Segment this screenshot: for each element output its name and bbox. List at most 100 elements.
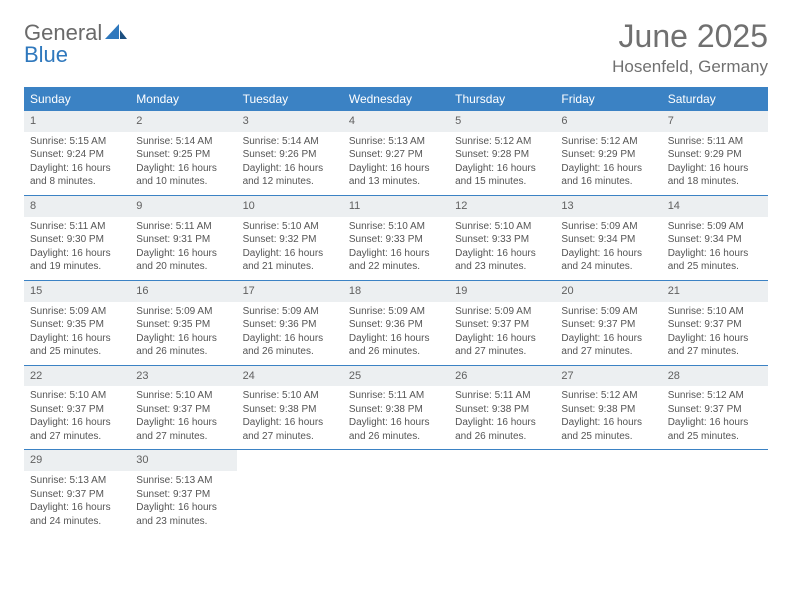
- sunrise-text: Sunrise: 5:09 AM: [668, 220, 762, 234]
- sunrise-text: Sunrise: 5:09 AM: [561, 305, 655, 319]
- day-cell: 8Sunrise: 5:11 AMSunset: 9:30 PMDaylight…: [24, 196, 130, 280]
- day-number: 6: [555, 111, 661, 132]
- day-number: 25: [343, 366, 449, 387]
- sunrise-text: Sunrise: 5:09 AM: [561, 220, 655, 234]
- daylight-text: and 25 minutes.: [668, 430, 762, 444]
- day-number: 28: [662, 366, 768, 387]
- sunrise-text: Sunrise: 5:14 AM: [136, 135, 230, 149]
- sunrise-text: Sunrise: 5:12 AM: [668, 389, 762, 403]
- daylight-text: Daylight: 16 hours: [243, 416, 337, 430]
- weekday-header: Wednesday: [343, 87, 449, 111]
- sunrise-text: Sunrise: 5:10 AM: [243, 220, 337, 234]
- daylight-text: Daylight: 16 hours: [455, 162, 549, 176]
- sunset-text: Sunset: 9:36 PM: [243, 318, 337, 332]
- day-cell: 5Sunrise: 5:12 AMSunset: 9:28 PMDaylight…: [449, 111, 555, 195]
- brand-text: General Blue: [24, 22, 127, 66]
- sunrise-text: Sunrise: 5:14 AM: [243, 135, 337, 149]
- sunset-text: Sunset: 9:37 PM: [30, 403, 124, 417]
- daylight-text: Daylight: 16 hours: [136, 247, 230, 261]
- sunrise-text: Sunrise: 5:12 AM: [561, 135, 655, 149]
- sunset-text: Sunset: 9:29 PM: [668, 148, 762, 162]
- daylight-text: and 27 minutes.: [30, 430, 124, 444]
- day-number: 26: [449, 366, 555, 387]
- daylight-text: and 23 minutes.: [455, 260, 549, 274]
- daylight-text: Daylight: 16 hours: [136, 501, 230, 515]
- day-number: 12: [449, 196, 555, 217]
- daylight-text: and 26 minutes.: [349, 430, 443, 444]
- daylight-text: and 19 minutes.: [30, 260, 124, 274]
- day-number: 23: [130, 366, 236, 387]
- sunrise-text: Sunrise: 5:12 AM: [561, 389, 655, 403]
- daylight-text: and 27 minutes.: [455, 345, 549, 359]
- header: General Blue June 2025 Hosenfeld, German…: [24, 18, 768, 77]
- sunset-text: Sunset: 9:27 PM: [349, 148, 443, 162]
- week-row: 29Sunrise: 5:13 AMSunset: 9:37 PMDayligh…: [24, 450, 768, 534]
- day-cell: 23Sunrise: 5:10 AMSunset: 9:37 PMDayligh…: [130, 366, 236, 450]
- daylight-text: and 25 minutes.: [561, 430, 655, 444]
- daylight-text: Daylight: 16 hours: [349, 416, 443, 430]
- day-cell: 14Sunrise: 5:09 AMSunset: 9:34 PMDayligh…: [662, 196, 768, 280]
- day-number: 10: [237, 196, 343, 217]
- daylight-text: Daylight: 16 hours: [30, 416, 124, 430]
- sunset-text: Sunset: 9:38 PM: [349, 403, 443, 417]
- daylight-text: and 21 minutes.: [243, 260, 337, 274]
- daylight-text: Daylight: 16 hours: [30, 332, 124, 346]
- day-cell: 1Sunrise: 5:15 AMSunset: 9:24 PMDaylight…: [24, 111, 130, 195]
- location-label: Hosenfeld, Germany: [612, 57, 768, 77]
- sunset-text: Sunset: 9:36 PM: [349, 318, 443, 332]
- day-cell: 11Sunrise: 5:10 AMSunset: 9:33 PMDayligh…: [343, 196, 449, 280]
- daylight-text: and 27 minutes.: [668, 345, 762, 359]
- daylight-text: Daylight: 16 hours: [561, 247, 655, 261]
- day-cell: 29Sunrise: 5:13 AMSunset: 9:37 PMDayligh…: [24, 450, 130, 534]
- sunset-text: Sunset: 9:37 PM: [668, 403, 762, 417]
- day-number: 16: [130, 281, 236, 302]
- daylight-text: and 27 minutes.: [243, 430, 337, 444]
- day-number: 19: [449, 281, 555, 302]
- sunrise-text: Sunrise: 5:11 AM: [136, 220, 230, 234]
- day-cell: 6 Sunrise: 5:12 AMSunset: 9:29 PMDaylight…: [555, 111, 661, 195]
- day-cell: 4Sunrise: 5:13 AMSunset: 9:27 PMDaylight…: [343, 111, 449, 195]
- sunset-text: Sunset: 9:35 PM: [136, 318, 230, 332]
- week-row: 1Sunrise: 5:15 AMSunset: 9:24 PMDaylight…: [24, 111, 768, 195]
- daylight-text: and 18 minutes.: [668, 175, 762, 189]
- day-number: 24: [237, 366, 343, 387]
- day-cell: 18Sunrise: 5:09 AMSunset: 9:36 PMDayligh…: [343, 281, 449, 365]
- day-number: 2: [130, 111, 236, 132]
- sunrise-text: Sunrise: 5:09 AM: [243, 305, 337, 319]
- weekday-header: Monday: [130, 87, 236, 111]
- sunset-text: Sunset: 9:33 PM: [455, 233, 549, 247]
- daylight-text: Daylight: 16 hours: [561, 162, 655, 176]
- daylight-text: Daylight: 16 hours: [243, 162, 337, 176]
- day-number: 9: [130, 196, 236, 217]
- day-cell: 28Sunrise: 5:12 AMSunset: 9:37 PMDayligh…: [662, 366, 768, 450]
- daylight-text: Daylight: 16 hours: [136, 332, 230, 346]
- day-number: 27: [555, 366, 661, 387]
- daylight-text: and 25 minutes.: [30, 345, 124, 359]
- day-number: 22: [24, 366, 130, 387]
- day-cell: 30Sunrise: 5:13 AMSunset: 9:37 PMDayligh…: [130, 450, 236, 534]
- daylight-text: Daylight: 16 hours: [30, 501, 124, 515]
- sunrise-text: Sunrise: 5:11 AM: [30, 220, 124, 234]
- sunrise-text: Sunrise: 5:13 AM: [136, 474, 230, 488]
- sunrise-text: Sunrise: 5:10 AM: [349, 220, 443, 234]
- daylight-text: Daylight: 16 hours: [349, 162, 443, 176]
- day-number: 5: [449, 111, 555, 132]
- sunset-text: Sunset: 9:28 PM: [455, 148, 549, 162]
- sunset-text: Sunset: 9:34 PM: [668, 233, 762, 247]
- day-cell: 24Sunrise: 5:10 AMSunset: 9:38 PMDayligh…: [237, 366, 343, 450]
- day-number: 20: [555, 281, 661, 302]
- sunset-text: Sunset: 9:29 PM: [561, 148, 655, 162]
- sunset-text: Sunset: 9:37 PM: [455, 318, 549, 332]
- sunset-text: Sunset: 9:38 PM: [243, 403, 337, 417]
- daylight-text: Daylight: 16 hours: [349, 247, 443, 261]
- day-cell: 3Sunrise: 5:14 AMSunset: 9:26 PMDaylight…: [237, 111, 343, 195]
- daylight-text: Daylight: 16 hours: [455, 416, 549, 430]
- day-number: 3: [237, 111, 343, 132]
- day-cell: 27Sunrise: 5:12 AMSunset: 9:38 PMDayligh…: [555, 366, 661, 450]
- sunrise-text: Sunrise: 5:10 AM: [668, 305, 762, 319]
- sunrise-text: Sunrise: 5:09 AM: [455, 305, 549, 319]
- daylight-text: and 26 minutes.: [136, 345, 230, 359]
- day-number: 13: [555, 196, 661, 217]
- daylight-text: and 27 minutes.: [136, 430, 230, 444]
- brand-word2: Blue: [24, 42, 68, 67]
